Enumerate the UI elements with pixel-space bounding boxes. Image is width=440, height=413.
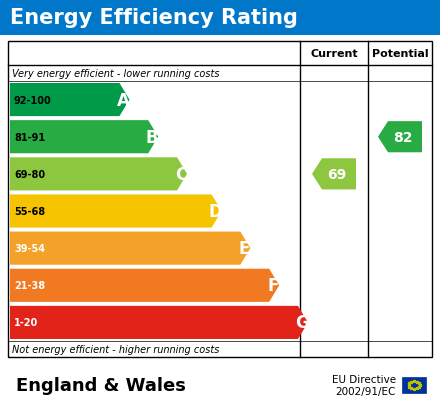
Text: 39-54: 39-54 [14,244,45,254]
Polygon shape [378,122,422,153]
Text: Current: Current [310,49,358,59]
Text: 92-100: 92-100 [14,95,52,105]
Text: F: F [268,277,279,294]
Text: 1-20: 1-20 [14,318,38,328]
Text: G: G [295,313,309,332]
Text: Not energy efficient - higher running costs: Not energy efficient - higher running co… [12,344,220,354]
Text: Energy Efficiency Rating: Energy Efficiency Rating [10,8,298,28]
Text: England & Wales: England & Wales [16,376,186,394]
Bar [402,377,426,393]
Text: 69: 69 [327,167,347,181]
Polygon shape [10,269,279,302]
Text: 69-80: 69-80 [14,169,45,179]
Text: B: B [146,128,158,146]
Polygon shape [10,121,158,154]
Polygon shape [10,195,222,228]
Text: Very energy efficient - lower running costs: Very energy efficient - lower running co… [12,69,220,79]
Text: Potential: Potential [372,49,428,59]
Text: 82: 82 [393,131,413,145]
Bar [0,0,440,36]
Text: C: C [175,166,187,183]
Polygon shape [10,84,129,117]
Bar [8,42,432,357]
Polygon shape [312,159,356,190]
Text: 21-38: 21-38 [14,280,45,291]
Text: E: E [239,240,250,258]
Text: 55-68: 55-68 [14,206,45,216]
Polygon shape [10,232,250,265]
Text: D: D [209,202,223,221]
Text: EU Directive
2002/91/EC: EU Directive 2002/91/EC [332,374,396,396]
Text: A: A [117,91,130,109]
Polygon shape [10,306,308,339]
Polygon shape [10,158,187,191]
Text: 81-91: 81-91 [14,133,45,142]
